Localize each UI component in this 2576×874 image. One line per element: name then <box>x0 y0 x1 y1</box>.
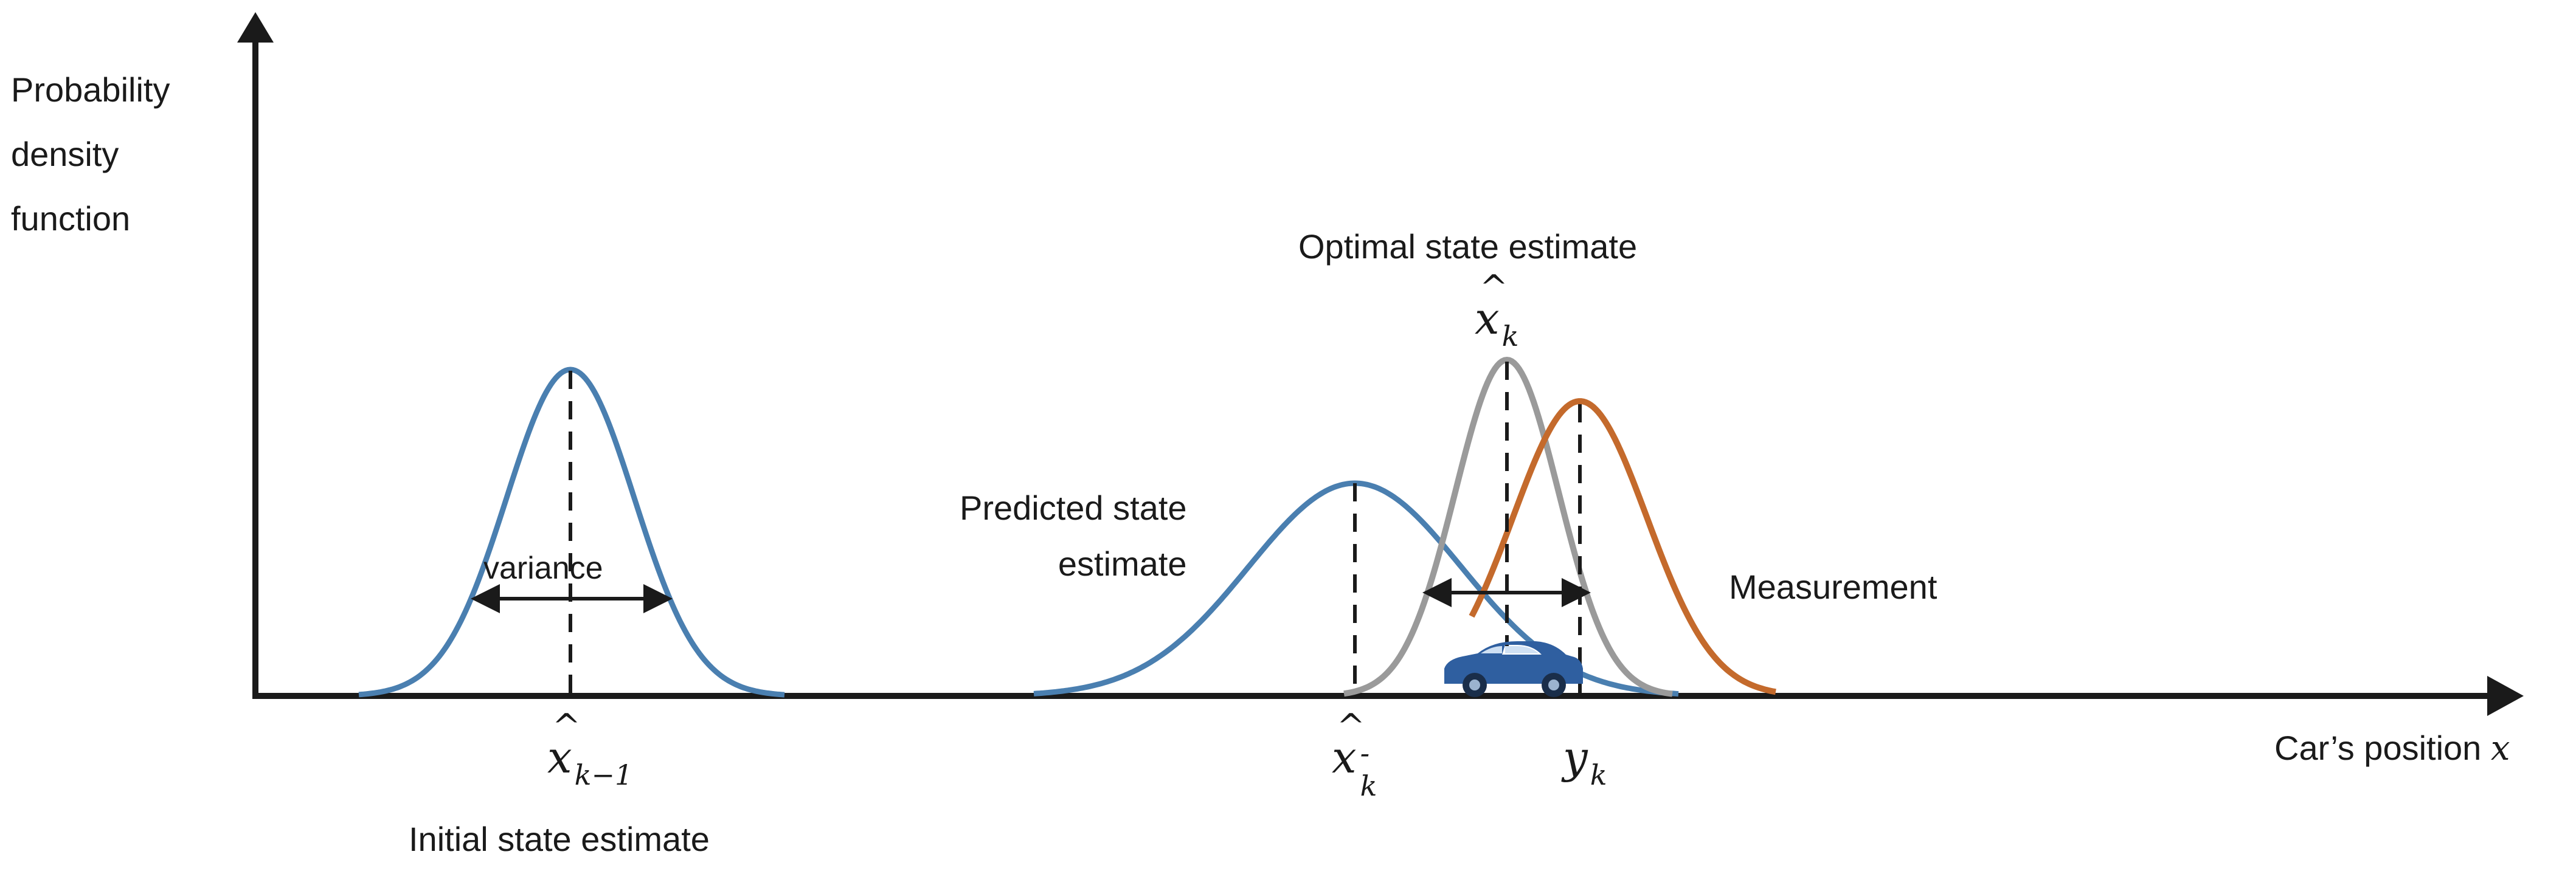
x-axis-label-text: Car’s position <box>2274 729 2482 767</box>
measurement-symbol: yk <box>1563 735 1607 789</box>
predicted-estimate-var: x <box>1332 710 1365 779</box>
x-axis-label: Car’s position x <box>2274 726 2510 771</box>
optimal-estimate-symbol: xk <box>1475 271 1518 350</box>
optimal-estimate-var: x <box>1475 271 1508 340</box>
optimal-estimate-subscript: k <box>1501 320 1519 353</box>
predicted-estimate-subscript: k <box>1360 769 1377 802</box>
initial-estimate-caption: Initial state estimate <box>409 820 710 858</box>
predicted-estimate-caption: Predicted state estimate <box>960 480 1187 592</box>
optimal-state-curve <box>1343 356 1673 697</box>
car-icon <box>1444 641 1583 697</box>
measurement-subscript: k <box>1590 759 1607 791</box>
optimal-estimate-caption: Optimal state estimate <box>1298 227 1638 266</box>
measurement-curve <box>1469 398 1776 695</box>
predicted-estimate-superscript: - <box>1360 737 1370 769</box>
variance-label: variance <box>483 551 603 586</box>
initial-estimate-symbol: xk−1 <box>547 710 632 789</box>
y-axis-label: Probability density function <box>11 58 170 251</box>
initial-estimate-subscript: k−1 <box>574 759 633 791</box>
y-axis-label-line-3: function <box>11 199 131 238</box>
predicted-caption-line-2: estimate <box>1058 545 1187 583</box>
y-axis-label-line-1: Probability <box>11 71 170 109</box>
y-axis-label-line-2: density <box>11 135 119 173</box>
predicted-caption-line-1: Predicted state <box>960 489 1187 527</box>
measurement-caption: Measurement <box>1729 568 1937 606</box>
x-axis-arrowhead <box>2487 676 2524 716</box>
y-axis-arrowhead <box>237 12 274 43</box>
initial-estimate-var: x <box>547 710 580 779</box>
initial-state-curve <box>358 366 785 698</box>
measurement-var: y <box>1563 732 1588 783</box>
x-axis-label-var: x <box>2490 729 2510 768</box>
predicted-estimate-symbol: x-k <box>1332 710 1381 800</box>
